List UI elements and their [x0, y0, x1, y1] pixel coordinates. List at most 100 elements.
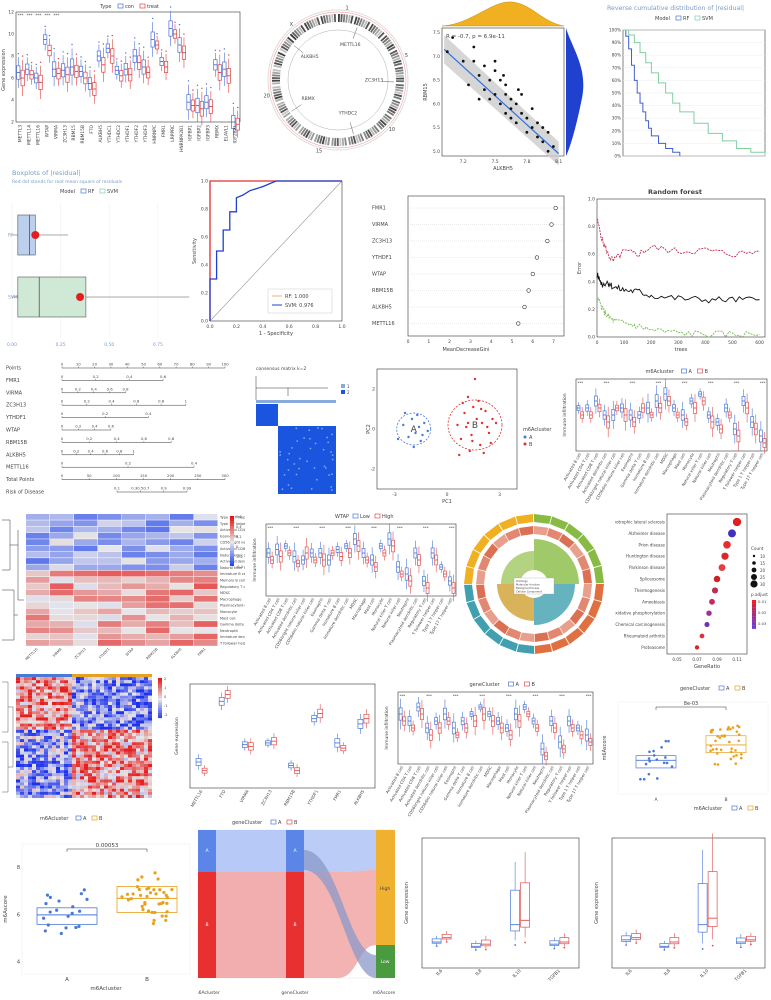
heatmap-cell [104, 714, 108, 718]
x-tick-label: 0.00 [7, 342, 17, 348]
heatmap-cell [148, 692, 152, 696]
heatmap-cell [48, 708, 52, 712]
heatmap-cell [140, 742, 144, 746]
color-scale [230, 543, 234, 547]
heatmap-cell [56, 736, 60, 740]
heatmap-cell [112, 791, 116, 795]
heatmap-cell [84, 723, 88, 727]
heatmap-cell [104, 742, 108, 746]
sample-point [129, 897, 133, 901]
heatmap-cell [40, 782, 44, 786]
heatmap-cell [116, 711, 120, 715]
heatmap-cell [112, 717, 116, 721]
heatmap-cell [44, 748, 48, 752]
outlier-point [93, 70, 96, 72]
sample-point [735, 754, 738, 757]
heatmap-cell [144, 708, 148, 712]
heatmap-cell [122, 633, 146, 640]
scatter-point [514, 102, 518, 106]
heatmap-cell [116, 760, 120, 764]
heatmap-cell [96, 770, 100, 774]
outlier-point [183, 33, 185, 35]
heatmap-cell [60, 695, 64, 699]
x-axis-label: m6Acluster [90, 986, 122, 992]
heatmap-cell [36, 742, 40, 746]
legend-title-padj: p.adjust [751, 592, 768, 597]
nomogram-tick-label: 1 [185, 399, 188, 404]
x-tick-label: 100 [620, 340, 629, 346]
heatmap-cell [116, 717, 120, 721]
category-label: ZC3H13 [372, 239, 392, 245]
heatmap-cell [68, 701, 72, 705]
heatmap-cell [124, 773, 128, 777]
nomogram-row-label: Points [6, 366, 21, 372]
heatmap-cell [52, 711, 56, 715]
heatmap-cell [88, 729, 92, 733]
sample-point [719, 728, 722, 731]
heatmap-cell [92, 720, 96, 724]
heatmap-cell [146, 520, 170, 527]
outlier-point [524, 941, 527, 944]
heatmap-cell [28, 742, 32, 746]
sample-point [151, 921, 156, 926]
heatmap-cell [68, 754, 72, 758]
heatmap-cell [40, 742, 44, 746]
heatmap-cell [68, 757, 72, 761]
heatmap-cell [28, 788, 32, 792]
heatmap-cell [116, 757, 120, 761]
outlier-point [663, 949, 666, 951]
color-scale [230, 551, 234, 554]
heatmap-cell [108, 732, 112, 736]
heatmap-cell [40, 767, 44, 771]
sample-point [59, 931, 63, 936]
heatmap-cell [100, 714, 104, 718]
chart-g: FMR1VIRMAZC3H13YTHDF1WTAPRBM15BALKBH5MET… [371, 195, 565, 353]
heatmap-cell [74, 583, 98, 590]
heatmap-cell [194, 633, 218, 640]
heatmap-cell [56, 692, 60, 696]
heatmap-cell [140, 726, 144, 730]
heatmap-cell [92, 776, 96, 780]
heatmap-cell [60, 791, 64, 795]
heatmap-cell [96, 714, 100, 718]
sample-point [642, 777, 646, 781]
chromosome-band [285, 38, 293, 46]
heatmap-cell [26, 621, 50, 627]
heatmap-cell [26, 545, 50, 552]
heatmap-cell [140, 717, 144, 721]
ring-segment [577, 534, 595, 553]
heatmap-cell [20, 677, 24, 681]
x-tick-label: IL10 [512, 968, 523, 979]
heatmap-cell [92, 788, 96, 792]
heatmap-cell [40, 698, 44, 702]
outlier-point [17, 53, 19, 55]
heatmap-cell [116, 705, 120, 709]
heatmap-cell [122, 621, 146, 627]
heatmap-cell [50, 577, 74, 583]
heatmap-cell [136, 773, 140, 777]
heatmap-cell [128, 708, 132, 712]
heatmap-cell [68, 729, 72, 733]
heatmap-cell [16, 754, 20, 758]
significance-mark: *** [734, 380, 740, 385]
x-tick-label: YTHDC2 [116, 125, 122, 144]
point-B [461, 401, 464, 405]
heatmap-cell [16, 705, 20, 709]
panel-n-wtap-boxplot: WTAP Low High Immune infiltration *** Activat… [250, 510, 460, 680]
heatmap-cell [24, 739, 28, 743]
heatmap-cell [74, 539, 98, 545]
heatmap-cell [124, 782, 128, 786]
heatmap-cell [72, 705, 76, 709]
nomogram-tick-label: 200 [167, 473, 175, 478]
col-label: VIRMA [52, 647, 63, 658]
chart-e: Boxplots of |residual|Red dot stands for… [7, 169, 190, 348]
heatmap-cell [76, 763, 80, 767]
heatmap-cell [44, 788, 48, 792]
heatmap-cell [40, 677, 44, 681]
x-tick-label: 0 [596, 340, 599, 346]
ring-segment [577, 596, 591, 613]
heatmap-cell [88, 791, 92, 795]
chromosome-band [393, 93, 403, 98]
point-A [403, 411, 407, 415]
